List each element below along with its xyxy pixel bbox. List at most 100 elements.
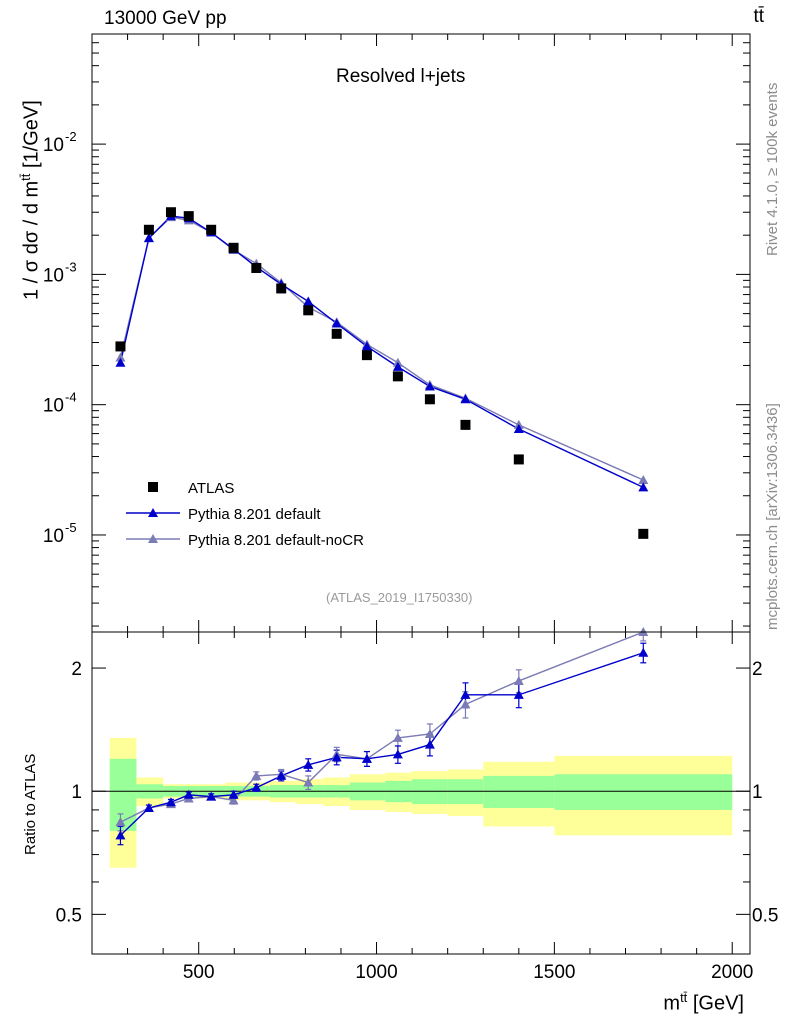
x-tick-label: 500 (183, 962, 215, 983)
mc-point-ratio (183, 789, 194, 799)
y-axis-label-sup: tt̄ (18, 173, 33, 181)
y-axis-label: 1 / σ dσ / d mtt̄ [1/GeV] (18, 100, 44, 300)
atlas-data-point (206, 224, 217, 235)
atlas-data-point (165, 207, 176, 218)
atlas-data-point (513, 454, 524, 465)
y-tick-label-main: 10 (43, 135, 64, 156)
mc-point-ratio (143, 802, 154, 812)
mc-point-ratio (115, 830, 126, 840)
process-label: tt̄ (753, 6, 764, 27)
atlas-data-point (115, 341, 126, 352)
atlas-data-point (638, 528, 649, 539)
mc-point-main (361, 341, 372, 351)
legend-marker-mc (148, 534, 158, 543)
atlas-data-point (331, 328, 342, 339)
series-line-ratio (119, 652, 644, 836)
atlas-data-point (276, 283, 287, 294)
y-tick-label-main: 10 (43, 396, 64, 417)
mc-point-ratio (392, 749, 403, 759)
mc-point-main (638, 475, 649, 485)
x-tick-label: 2000 (711, 962, 753, 983)
y-tick-exponent-main: -4 (65, 390, 77, 405)
band-inner (554, 774, 733, 810)
energy-label: 13000 GeV pp (104, 8, 227, 29)
rivet-label: Rivet 4.1.0, ≥ 100k events (764, 82, 781, 256)
mc-point-ratio (228, 789, 239, 799)
legend: ATLAS Pythia 8.201 default Pythia 8.201 de… (126, 480, 364, 549)
mc-point-main (424, 381, 435, 391)
atlas-data-point (183, 211, 194, 222)
mc-point-ratio (460, 699, 471, 709)
y-tick-label-ratio-right: 1 (752, 782, 763, 803)
mc-point-ratio (424, 739, 435, 749)
atlas-data-point (460, 419, 471, 430)
mc-point-main (143, 233, 154, 243)
mc-point-ratio (276, 770, 287, 780)
y-axis-label-main: 1 / σ dσ / d m (20, 180, 43, 300)
mc-point-ratio (251, 782, 262, 792)
mc-point-ratio (303, 759, 314, 769)
legend-marker-mc (148, 508, 158, 517)
mc-point-main (513, 424, 524, 434)
data-markers (115, 207, 649, 840)
mc-point-ratio (513, 689, 524, 699)
mc-point-ratio (115, 817, 126, 827)
mc-point-ratio (424, 728, 435, 738)
mc-point-ratio (303, 777, 314, 787)
mc-point-ratio (361, 753, 372, 763)
x-axis-label-sup: tt̄ (680, 990, 688, 1005)
mc-point-main (303, 296, 314, 306)
x-tick-label: 1000 (355, 962, 397, 983)
series-line-main (119, 215, 644, 488)
y-tick-exponent-main: -3 (65, 259, 77, 274)
y-tick-exponent-main: -2 (65, 129, 77, 144)
mc-point-main (638, 482, 649, 492)
mc-point-ratio (206, 791, 217, 801)
atlas-data-point (143, 224, 154, 235)
y-tick-label-main: 10 (43, 265, 64, 286)
x-axis-label-main: m (663, 992, 681, 1015)
y-tick-label-ratio-right: 2 (752, 659, 763, 680)
x-axis-label-unit: [GeV] (687, 992, 744, 1015)
mc-point-main (392, 361, 403, 371)
y-tick-exponent-main: -5 (65, 520, 77, 535)
plot-title: Resolved l+jets (336, 66, 466, 87)
y-tick-label-ratio: 1 (71, 782, 82, 803)
atlas-data-point (251, 262, 262, 273)
y-tick-label-ratio: 2 (71, 659, 82, 680)
analysis-id: (ATLAS_2019_I1750330) (326, 590, 473, 605)
y-axis-label-unit: [1/GeV] (20, 100, 43, 174)
legend-marker-atlas (148, 482, 158, 492)
atlas-data-point (392, 371, 403, 382)
atlas-data-point (424, 394, 435, 405)
mc-point-ratio (165, 797, 176, 807)
mc-point-main (115, 352, 126, 362)
atlas-data-point (228, 242, 239, 253)
mc-point-ratio (638, 647, 649, 657)
series-line-main (119, 216, 644, 481)
ratio-axis-label: Ratio to ATLAS (22, 753, 39, 855)
y-tick-label-ratio: 0.5 (56, 905, 82, 926)
mc-point-main (460, 394, 471, 404)
y-tick-label-ratio-right: 0.5 (752, 905, 778, 926)
mc-point-ratio (513, 675, 524, 685)
x-axis-label: mtt̄ [GeV] (663, 990, 744, 1016)
mc-point-ratio (331, 752, 342, 762)
mc-point-main (115, 357, 126, 367)
plot-frames (91, 33, 751, 955)
band-inner (109, 758, 137, 831)
mc-point-ratio (251, 770, 262, 780)
ratio-uncertainty-bands (109, 737, 733, 868)
atlas-data-point (303, 305, 314, 316)
mc-point-ratio (228, 795, 239, 805)
mc-point-main (331, 318, 342, 328)
mc-curves (117, 215, 647, 846)
x-tick-label: 1500 (533, 962, 575, 983)
atlas-data-point (361, 350, 372, 361)
mcplots-label: mcplots.cern.ch [arXiv:1306.3436] (764, 403, 781, 630)
legend-label: Pythia 8.201 default (188, 506, 321, 523)
mc-point-ratio (392, 732, 403, 742)
mc-point-ratio (460, 689, 471, 699)
